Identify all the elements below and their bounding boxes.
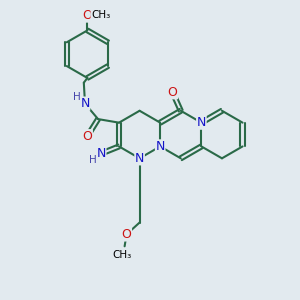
Text: H: H (73, 92, 81, 102)
Text: O: O (122, 228, 131, 241)
Text: N: N (197, 116, 206, 129)
Text: CH₃: CH₃ (91, 10, 110, 20)
Text: O: O (167, 86, 177, 99)
Text: N: N (80, 97, 90, 110)
Text: N: N (135, 152, 144, 165)
Text: O: O (82, 130, 92, 143)
Text: CH₃: CH₃ (112, 250, 132, 260)
Text: H: H (89, 155, 97, 165)
Text: O: O (82, 9, 92, 22)
Text: N: N (97, 147, 106, 160)
Text: N: N (155, 140, 165, 153)
